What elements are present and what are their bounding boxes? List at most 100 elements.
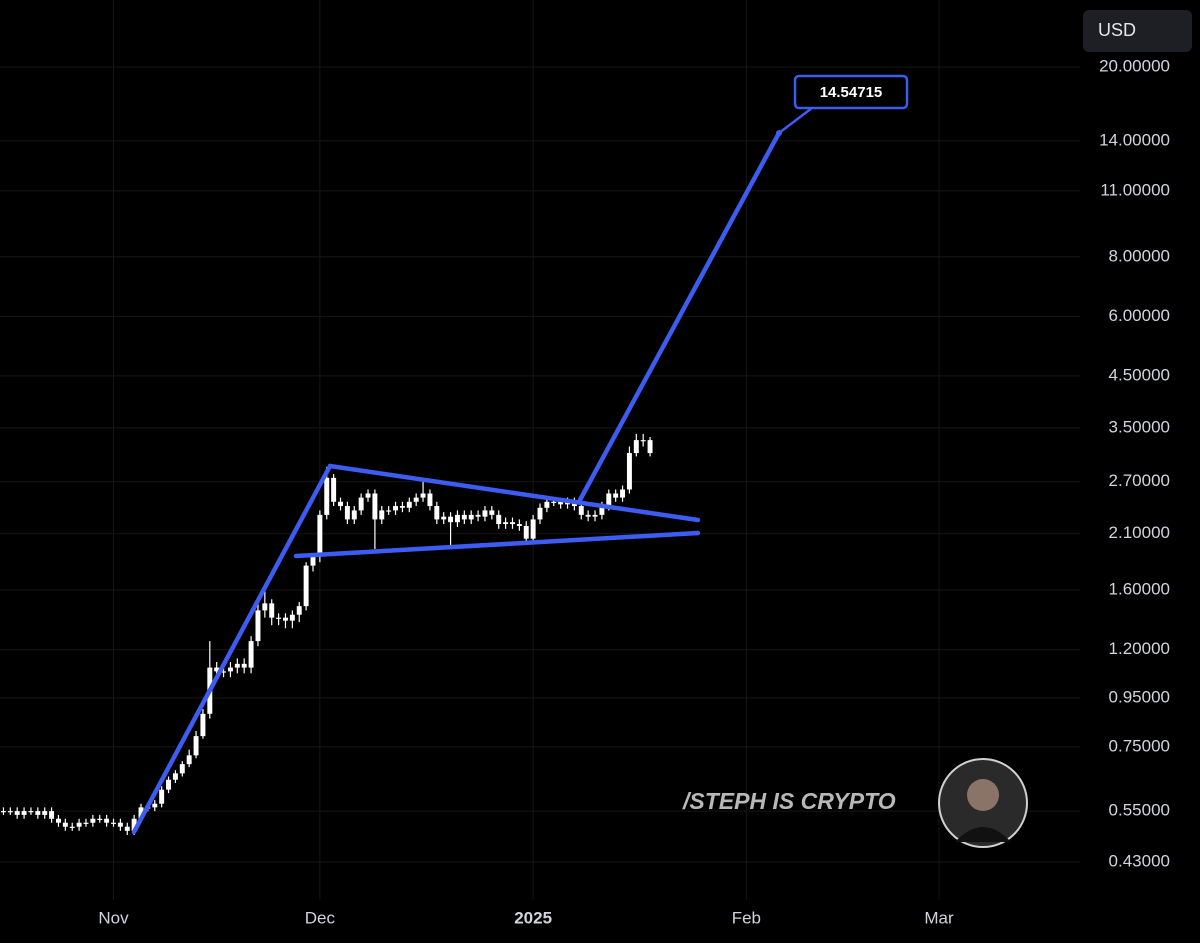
- trend-drawings: [131, 463, 701, 835]
- callout-box: [793, 74, 909, 110]
- y-tick-label: 0.95000: [1109, 687, 1170, 706]
- candle-body: [399, 506, 405, 508]
- candle-body: [558, 501, 564, 505]
- y-tick-label: 2.70000: [1109, 471, 1170, 490]
- candle-body: [468, 514, 474, 520]
- candle-body: [283, 617, 288, 621]
- candle-body: [21, 811, 27, 815]
- candle-body: [516, 524, 522, 526]
- candle-body: [578, 506, 584, 515]
- candle-body: [510, 522, 515, 525]
- candle-body: [606, 493, 612, 507]
- candle-body: [406, 501, 412, 508]
- candle-body: [83, 822, 89, 824]
- candle-body: [523, 525, 529, 539]
- candle-body: [117, 822, 123, 827]
- candle-body: [49, 811, 55, 819]
- x-tick-label: Dec: [305, 908, 336, 927]
- x-tick-label: Mar: [924, 908, 954, 927]
- candle-body: [544, 501, 550, 508]
- candle-body: [592, 514, 598, 517]
- candle-body: [221, 671, 227, 673]
- candle-body: [626, 453, 632, 490]
- y-tick-label: 3.50000: [1109, 417, 1170, 436]
- candle-body: [530, 519, 536, 539]
- candle-body: [427, 493, 433, 507]
- candle-body: [241, 663, 247, 668]
- y-tick-label: 0.43000: [1109, 852, 1170, 871]
- candle-body: [489, 510, 495, 515]
- candle-body: [214, 667, 220, 672]
- candle-body: [28, 811, 34, 813]
- candle-body: [289, 614, 295, 621]
- x-tick-label: 2025: [514, 908, 552, 927]
- y-tick-label: 6.00000: [1109, 306, 1170, 325]
- trend-line: [327, 463, 701, 523]
- candle-body: [441, 516, 447, 520]
- candle-body: [124, 826, 130, 831]
- candle-body: [386, 510, 392, 512]
- candle-body: [255, 610, 261, 642]
- currency-button[interactable]: USD: [1083, 10, 1192, 52]
- candle-body: [76, 822, 82, 827]
- y-tick-label: 0.75000: [1109, 736, 1170, 755]
- candle-body: [104, 818, 110, 823]
- candle-body: [179, 764, 185, 774]
- candle-body: [358, 497, 364, 511]
- candle-body: [640, 440, 646, 442]
- candle-body: [111, 822, 116, 824]
- candle-body: [537, 507, 543, 520]
- avatar: [938, 758, 1028, 848]
- candle-body: [448, 516, 454, 523]
- candle-body: [7, 811, 13, 813]
- candle-body: [90, 818, 96, 823]
- candle-body: [551, 501, 557, 503]
- currency-label[interactable]: USD: [1098, 20, 1136, 40]
- candle-body: [413, 497, 419, 502]
- x-tick-label: Nov: [98, 908, 129, 927]
- candle-body: [503, 522, 509, 525]
- avatar-body: [955, 827, 1011, 842]
- candle-body: [303, 565, 309, 607]
- candle-body: [248, 641, 254, 668]
- candle-body: [475, 514, 481, 517]
- x-tick-label: Feb: [732, 908, 761, 927]
- target-label: 14.54715: [820, 84, 883, 101]
- candle-body: [585, 514, 591, 517]
- y-tick-label: 20.00000: [1099, 57, 1170, 76]
- y-tick-label: 2.10000: [1109, 523, 1170, 542]
- target-point: [776, 129, 782, 136]
- candle-body: [351, 510, 357, 520]
- y-tick-label: 1.60000: [1109, 579, 1170, 598]
- candle-body: [365, 493, 371, 498]
- candle-body: [269, 603, 275, 618]
- candle-body: [193, 736, 199, 756]
- y-tick-label: 4.50000: [1109, 365, 1170, 384]
- candle-body: [324, 477, 330, 515]
- candle-body: [200, 713, 206, 737]
- y-tick-label: 8.00000: [1109, 246, 1170, 265]
- target-annotation: 14.54715: [577, 74, 909, 503]
- candle-body: [482, 510, 488, 517]
- candle-body: [372, 493, 378, 520]
- candle-body: [338, 501, 343, 507]
- watermark: /STEPH IS CRYPTO: [682, 788, 896, 814]
- trend-line: [293, 530, 701, 559]
- candle-body: [14, 811, 20, 815]
- candle-body: [0, 811, 6, 813]
- callout-pointer: [778, 107, 813, 134]
- candle-body: [97, 818, 103, 820]
- y-tick-label: 1.20000: [1109, 639, 1170, 658]
- candle-body: [633, 440, 639, 454]
- candle-body: [69, 826, 75, 828]
- y-tick-label: 0.55000: [1109, 801, 1170, 820]
- currency-button-bg[interactable]: [1083, 10, 1192, 52]
- candle-body: [159, 789, 165, 804]
- candle-body: [344, 506, 350, 520]
- avatar-face: [967, 779, 999, 811]
- candle-body: [227, 667, 233, 672]
- projection-line: [577, 130, 782, 503]
- y-tick-label: 11.00000: [1100, 180, 1170, 199]
- candle-body: [620, 489, 626, 498]
